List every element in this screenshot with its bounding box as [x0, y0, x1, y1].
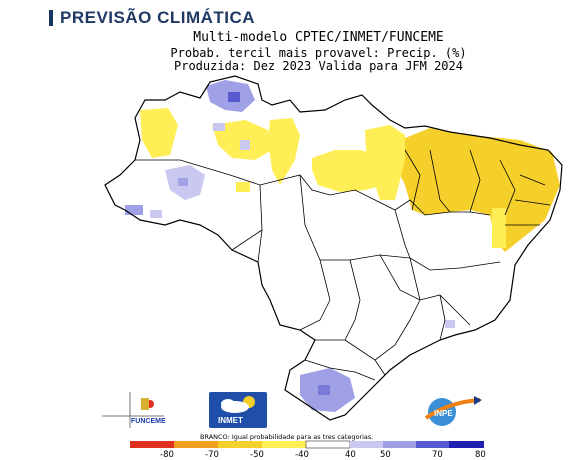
colorbar-tick: 80	[475, 450, 486, 460]
colorbar-dry-pale	[262, 441, 306, 448]
colorbar-tick: 50	[380, 450, 391, 460]
inpe-logo: INPE	[424, 396, 482, 426]
funceme-logo	[102, 392, 164, 428]
colorbar-tick: -70	[205, 450, 219, 460]
colorbar-wet-pale	[350, 441, 383, 448]
colorbar-neutral	[305, 440, 351, 449]
wet-area-central	[178, 178, 188, 186]
dry-area-amapa	[268, 118, 300, 185]
funceme-label: FUNCEME	[131, 418, 166, 425]
wet-area-acre-2	[150, 210, 162, 218]
wet-area-north-2	[240, 140, 250, 150]
dry-area-northeast	[398, 128, 560, 252]
colorbar-tick: -50	[250, 450, 264, 460]
colorbar-dry-mid	[174, 441, 218, 448]
colorbar-tick: 40	[345, 450, 356, 460]
colorbar-tick: -80	[160, 450, 174, 460]
map-header-model: Multi-modelo CPTEC/INMET/FUNCEME	[193, 30, 444, 45]
title-bar: PREVISÃO CLIMÁTICA	[49, 8, 255, 28]
colorbar-tick: -40	[295, 450, 309, 460]
legend-note: BRANCO: Igual probabilidade para as tres…	[200, 433, 374, 441]
wet-areas	[125, 80, 455, 412]
wet-area-acre	[125, 205, 143, 215]
wet-area-southeast	[445, 320, 455, 328]
wet-area-roraima-core	[228, 92, 240, 102]
inmet-logo	[209, 392, 267, 428]
title-accent-bar	[49, 10, 53, 26]
dry-area-east	[492, 208, 506, 248]
wet-area-south-core	[318, 385, 330, 395]
dry-area-small	[236, 182, 250, 192]
colorbar-wet-strong	[449, 441, 484, 448]
inmet-label: INMET	[218, 416, 243, 425]
brazil-outline	[104, 75, 563, 421]
wet-area-north	[213, 123, 225, 131]
dry-area-northwest	[140, 108, 178, 158]
state-borders	[135, 149, 551, 381]
cloud-sun-icon	[221, 396, 255, 413]
colorbar-wet-light	[383, 441, 416, 448]
map-header-variable: Probab. tercil mais provavel: Precip. (%…	[170, 46, 467, 60]
dry-area-amazon-central	[312, 150, 385, 192]
colorbar-dry-light	[218, 441, 262, 448]
dry-area-para	[365, 125, 405, 200]
inpe-label: INPE	[434, 409, 453, 418]
colorbar-wet-mid	[416, 441, 449, 448]
colorbar-dry-strong	[130, 441, 174, 448]
colorbar	[130, 440, 484, 449]
colorbar-tick: 70	[432, 450, 443, 460]
map-header-validity: Produzida: Dez 2023 Valida para JFM 2024	[174, 59, 463, 73]
page-title: PREVISÃO CLIMÁTICA	[60, 8, 256, 27]
